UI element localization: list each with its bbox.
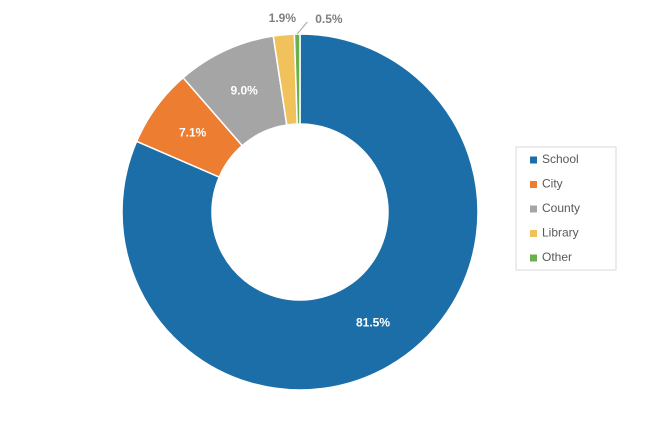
value-label: 81.5% — [356, 315, 390, 329]
legend-label: School — [542, 152, 579, 166]
legend-swatch — [530, 205, 537, 213]
value-label: 9.0% — [230, 83, 258, 97]
legend-swatch — [530, 230, 537, 237]
donut-slice — [293, 33, 301, 125]
legend-swatch — [530, 254, 537, 262]
value-label: 7.1% — [179, 126, 207, 140]
value-label: 1.9% — [269, 11, 297, 25]
value-label: 0.5% — [315, 12, 343, 26]
legend-label: Library — [542, 226, 579, 240]
legend-swatch — [530, 156, 537, 164]
legend-label: County — [542, 201, 580, 215]
legend-label: Other — [542, 250, 572, 264]
legend-swatch — [530, 181, 537, 188]
donut-slice — [121, 33, 479, 391]
legend-label: City — [542, 177, 563, 191]
leader-line — [296, 21, 308, 35]
